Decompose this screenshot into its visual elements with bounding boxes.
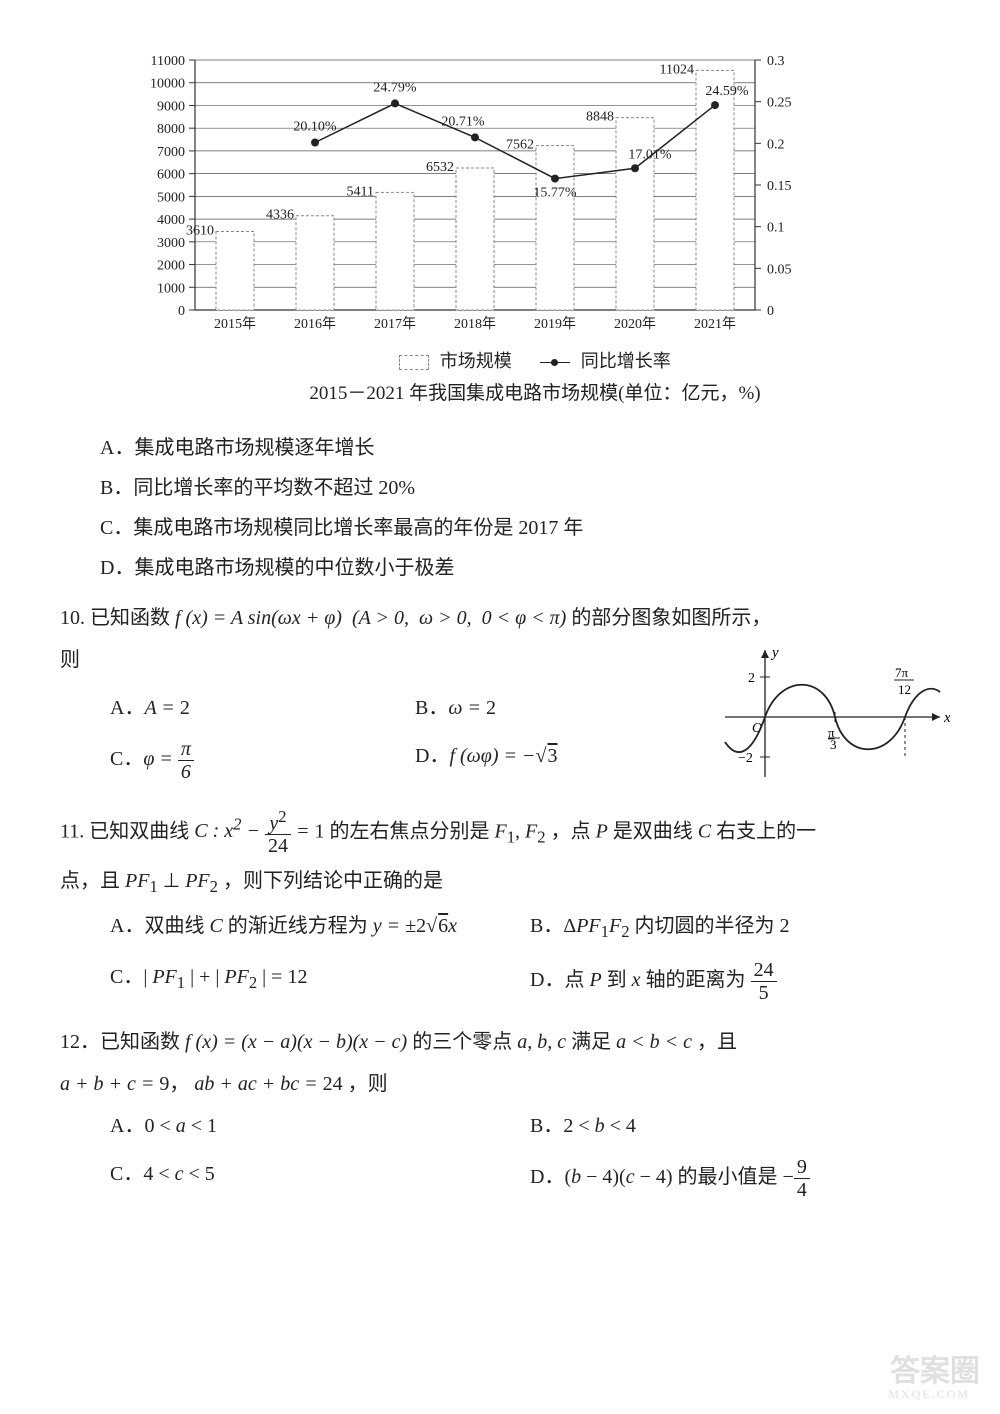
q12-line2: a + b + c = 9， ab + ac + bc = 24 ，则 xyxy=(50,1066,950,1102)
q9-opt-b: B．同比增长率的平均数不超过 20% xyxy=(100,470,950,506)
legend-line-label: 同比增长率 xyxy=(581,351,671,371)
q10-opt-a: A．A = 2 xyxy=(110,690,415,726)
watermark-sub: MXQE.COM xyxy=(888,1384,970,1406)
svg-text:17.01%: 17.01% xyxy=(628,147,672,162)
q10-opt-c: C．φ = π6 xyxy=(110,738,415,783)
legend-line-swatch xyxy=(540,362,570,363)
q9-opt-c: C．集成电路市场规模同比增长率最高的年份是 2017 年 xyxy=(100,510,950,546)
combo-chart: 0 1000 2000 3000 4000 5000 6000 7000 8000 9000 100… xyxy=(120,40,840,350)
svg-text:2021年: 2021年 xyxy=(694,316,736,332)
q11-options: A．双曲线 C 的渐近线方程为 y = ±2√6x B．ΔPF1F2 内切圆的半… xyxy=(50,902,950,1010)
svg-text:0.2: 0.2 xyxy=(767,137,785,152)
svg-text:6000: 6000 xyxy=(157,168,185,183)
svg-text:7000: 7000 xyxy=(157,145,185,160)
q11: 11. 已知双曲线 C : x2 − y224 = 1 的左右焦点分别是 F1,… xyxy=(50,808,950,858)
q11-eq: C : x2 − xyxy=(194,820,265,842)
svg-text:2000: 2000 xyxy=(157,259,185,274)
svg-text:4000: 4000 xyxy=(157,213,185,228)
q12-opt-c: C．4 < c < 5 xyxy=(110,1156,530,1201)
q10-then: 则 xyxy=(50,642,720,678)
svg-text:24.59%: 24.59% xyxy=(705,84,749,99)
q9-opt-a: A．集成电路市场规模逐年增长 xyxy=(100,430,950,466)
q11-opt-d: D．点 P 到 x 轴的距离为 245 xyxy=(530,959,950,1004)
q12-opt-a: A．0 < a < 1 xyxy=(110,1108,530,1144)
q10: 10. 已知函数 f (x) = A sin(ωx + φ) (A > 0, ω… xyxy=(50,600,950,636)
q10-opt-d: D．f (ωφ) = −√3 xyxy=(415,738,720,783)
svg-text:0.15: 0.15 xyxy=(767,179,792,194)
svg-text:2017年: 2017年 xyxy=(374,316,416,332)
q11-opt-c: C．| PF1 | + | PF2 | = 12 xyxy=(110,959,530,1004)
q9-options: A．集成电路市场规模逐年增长 B．同比增长率的平均数不超过 20% C．集成电路… xyxy=(50,430,950,586)
svg-text:9000: 9000 xyxy=(157,99,185,114)
svg-text:0.3: 0.3 xyxy=(767,54,785,69)
svg-text:−2: −2 xyxy=(738,751,753,766)
chart-caption: 2015－2021 年我国集成电路市场规模(单位：亿元，%) xyxy=(120,377,950,411)
svg-text:2016年: 2016年 xyxy=(294,316,336,332)
q12-opt-b: B．2 < b < 4 xyxy=(530,1108,950,1144)
svg-text:4336: 4336 xyxy=(266,208,294,223)
svg-text:11000: 11000 xyxy=(151,54,185,69)
svg-text:24.79%: 24.79% xyxy=(373,80,417,95)
svg-text:2018年: 2018年 xyxy=(454,316,496,332)
q10-graph: x y O 2 −2 π 3 7π 12 xyxy=(720,642,950,794)
q12-opt-d: D．(b − 4)(c − 4) 的最小值是 −94 xyxy=(530,1156,950,1201)
q12: 12．已知函数 f (x) = (x − a)(x − b)(x − c) 的三… xyxy=(50,1024,950,1060)
svg-text:15.77%: 15.77% xyxy=(533,186,577,201)
svg-text:0.1: 0.1 xyxy=(767,221,785,236)
q11-line2: 点，且 PF1 ⊥ PF2 ，则下列结论中正确的是 xyxy=(50,863,950,902)
svg-text:3: 3 xyxy=(830,737,837,752)
svg-text:2019年: 2019年 xyxy=(534,316,576,332)
svg-text:x: x xyxy=(943,710,950,726)
q10-stem1: 10. 已知函数 xyxy=(60,607,175,629)
svg-text:12: 12 xyxy=(898,682,911,697)
svg-text:8000: 8000 xyxy=(157,122,185,137)
q10-opt-b: B．ω = 2 xyxy=(415,690,720,726)
svg-text:2015年: 2015年 xyxy=(214,316,256,332)
legend-bar-swatch xyxy=(399,355,429,370)
svg-text:3000: 3000 xyxy=(157,236,185,251)
svg-text:y: y xyxy=(770,645,779,661)
chart-legend: 市场规模 同比增长率 xyxy=(120,345,950,377)
q10-options: A．A = 2 B．ω = 2 C．φ = π6 D．f (ωφ) = −√3 xyxy=(50,684,720,789)
svg-text:2: 2 xyxy=(748,671,755,686)
svg-text:0: 0 xyxy=(178,304,185,319)
chart-container: 0 1000 2000 3000 4000 5000 6000 7000 8000 9000 100… xyxy=(120,40,950,412)
legend-bar-label: 市场规模 xyxy=(440,351,512,371)
svg-text:20.10%: 20.10% xyxy=(293,120,337,135)
svg-text:3610: 3610 xyxy=(186,224,214,239)
svg-text:5000: 5000 xyxy=(157,190,185,205)
svg-text:5411: 5411 xyxy=(347,184,374,199)
q10-func: f (x) = A sin(ωx + φ) (A > 0, ω > 0, 0 <… xyxy=(175,607,566,629)
q11-opt-a: A．双曲线 C 的渐近线方程为 y = ±2√6x xyxy=(110,908,530,947)
svg-text:0: 0 xyxy=(767,304,774,319)
q9-opt-d: D．集成电路市场规模的中位数小于极差 xyxy=(100,550,950,586)
svg-text:20.71%: 20.71% xyxy=(441,114,485,129)
q10-stem2: 的部分图象如图所示， xyxy=(571,607,771,629)
svg-text:7562: 7562 xyxy=(506,138,534,153)
svg-text:1000: 1000 xyxy=(157,281,185,296)
svg-text:2020年: 2020年 xyxy=(614,316,656,332)
svg-text:10000: 10000 xyxy=(150,77,185,92)
svg-text:7π: 7π xyxy=(895,665,909,680)
q11-opt-b: B．ΔPF1F2 内切圆的半径为 2 xyxy=(530,908,950,947)
q12-options: A．0 < a < 1 B．2 < b < 4 C．4 < c < 5 D．(b… xyxy=(50,1102,950,1207)
svg-text:0.25: 0.25 xyxy=(767,96,792,111)
svg-text:11024: 11024 xyxy=(660,62,694,77)
svg-text:0.05: 0.05 xyxy=(767,262,792,277)
svg-text:8848: 8848 xyxy=(586,110,614,125)
svg-text:6532: 6532 xyxy=(426,160,454,175)
